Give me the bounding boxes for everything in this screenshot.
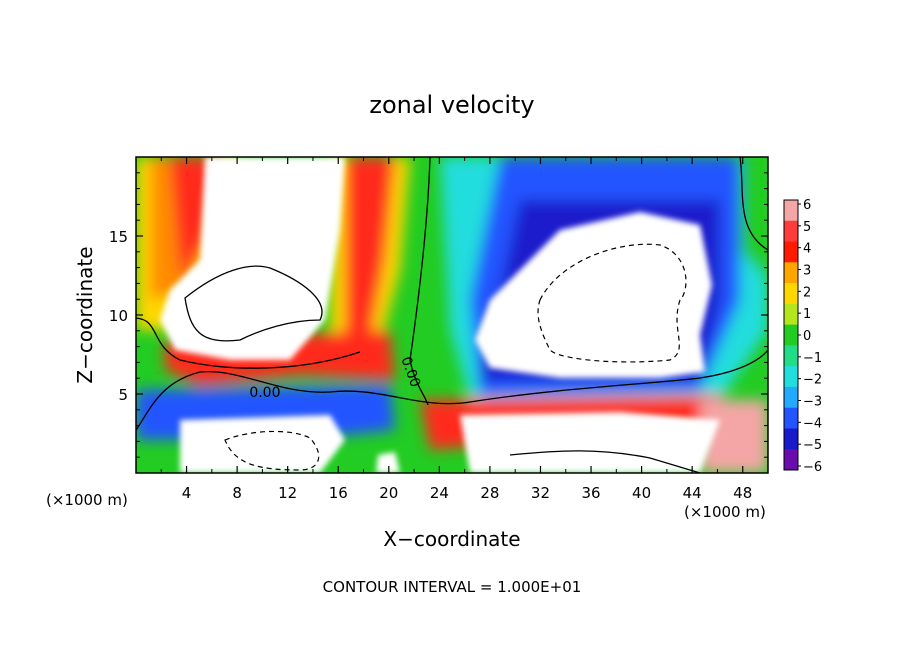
colorbar-segment: [784, 407, 798, 429]
x-tick-label: 4: [182, 484, 192, 502]
colorbar-segment: [784, 386, 798, 409]
x-tick-label: 36: [581, 484, 600, 502]
colorbar-segment: [784, 366, 798, 388]
colorbar-tick-label: 3: [803, 264, 811, 279]
x-tick-label: 32: [531, 484, 550, 502]
colorbar-segment: [784, 324, 798, 346]
colorbar-segment: [784, 200, 798, 222]
x-tick-label: 12: [278, 484, 297, 502]
x-tick-label: 24: [430, 484, 449, 502]
y-tick-label: 10: [109, 307, 128, 325]
chart-title: zonal velocity: [369, 91, 534, 119]
x-tick-label: 16: [329, 484, 348, 502]
colorbar-tick-label: 0: [803, 329, 811, 344]
x-tick-label: 8: [232, 484, 242, 502]
colorbar-segment: [784, 428, 798, 450]
colorbar-tick-label: −6: [803, 460, 822, 475]
y-tick-label: 5: [118, 386, 128, 404]
colorbar-segment: [784, 303, 798, 326]
colorbar-tick-label: −4: [803, 416, 822, 431]
y-axis-label: Z−coordinate: [73, 246, 97, 383]
colorbar-segment: [784, 241, 798, 263]
x-unit-right: (×1000 m): [684, 503, 766, 521]
colorbar-tick-label: −2: [803, 373, 822, 388]
colorbar-segment: [784, 262, 798, 284]
colorbar-tick-label: −1: [803, 351, 822, 366]
colorbar-tick-label: −5: [803, 438, 822, 453]
colorbar: 6 5 4 3 2 1 0 −1 −2 −3 −4 −5 −6: [783, 198, 822, 475]
contour-interval-footer: CONTOUR INTERVAL = 1.000E+01: [323, 578, 582, 596]
colorbar-segment: [784, 449, 798, 471]
colorbar-tick-label: −3: [803, 395, 822, 410]
contour-label: 0.00: [249, 385, 280, 401]
colorbar-segment: [784, 345, 798, 367]
colorbar-segment: [784, 283, 798, 305]
x-tick-label: 40: [632, 484, 651, 502]
x-tick-label: 48: [733, 484, 752, 502]
x-tick-label: 44: [683, 484, 702, 502]
colorbar-tick-label: 6: [803, 198, 811, 213]
x-axis-label: X−coordinate: [383, 527, 520, 551]
colorbar-tick-label: 5: [803, 220, 811, 235]
x-tick-label: 28: [480, 484, 499, 502]
velocity-field: [136, 157, 768, 473]
colorbar-tick-label: 2: [803, 285, 811, 300]
x-tick-label: 20: [379, 484, 398, 502]
y-tick-label: 15: [109, 228, 128, 246]
colorbar-segment: [784, 220, 798, 243]
colorbar-tick-label: 4: [803, 242, 811, 257]
colorbar-tick-label: 1: [803, 307, 811, 322]
x-unit-left: (×1000 m): [46, 491, 128, 509]
